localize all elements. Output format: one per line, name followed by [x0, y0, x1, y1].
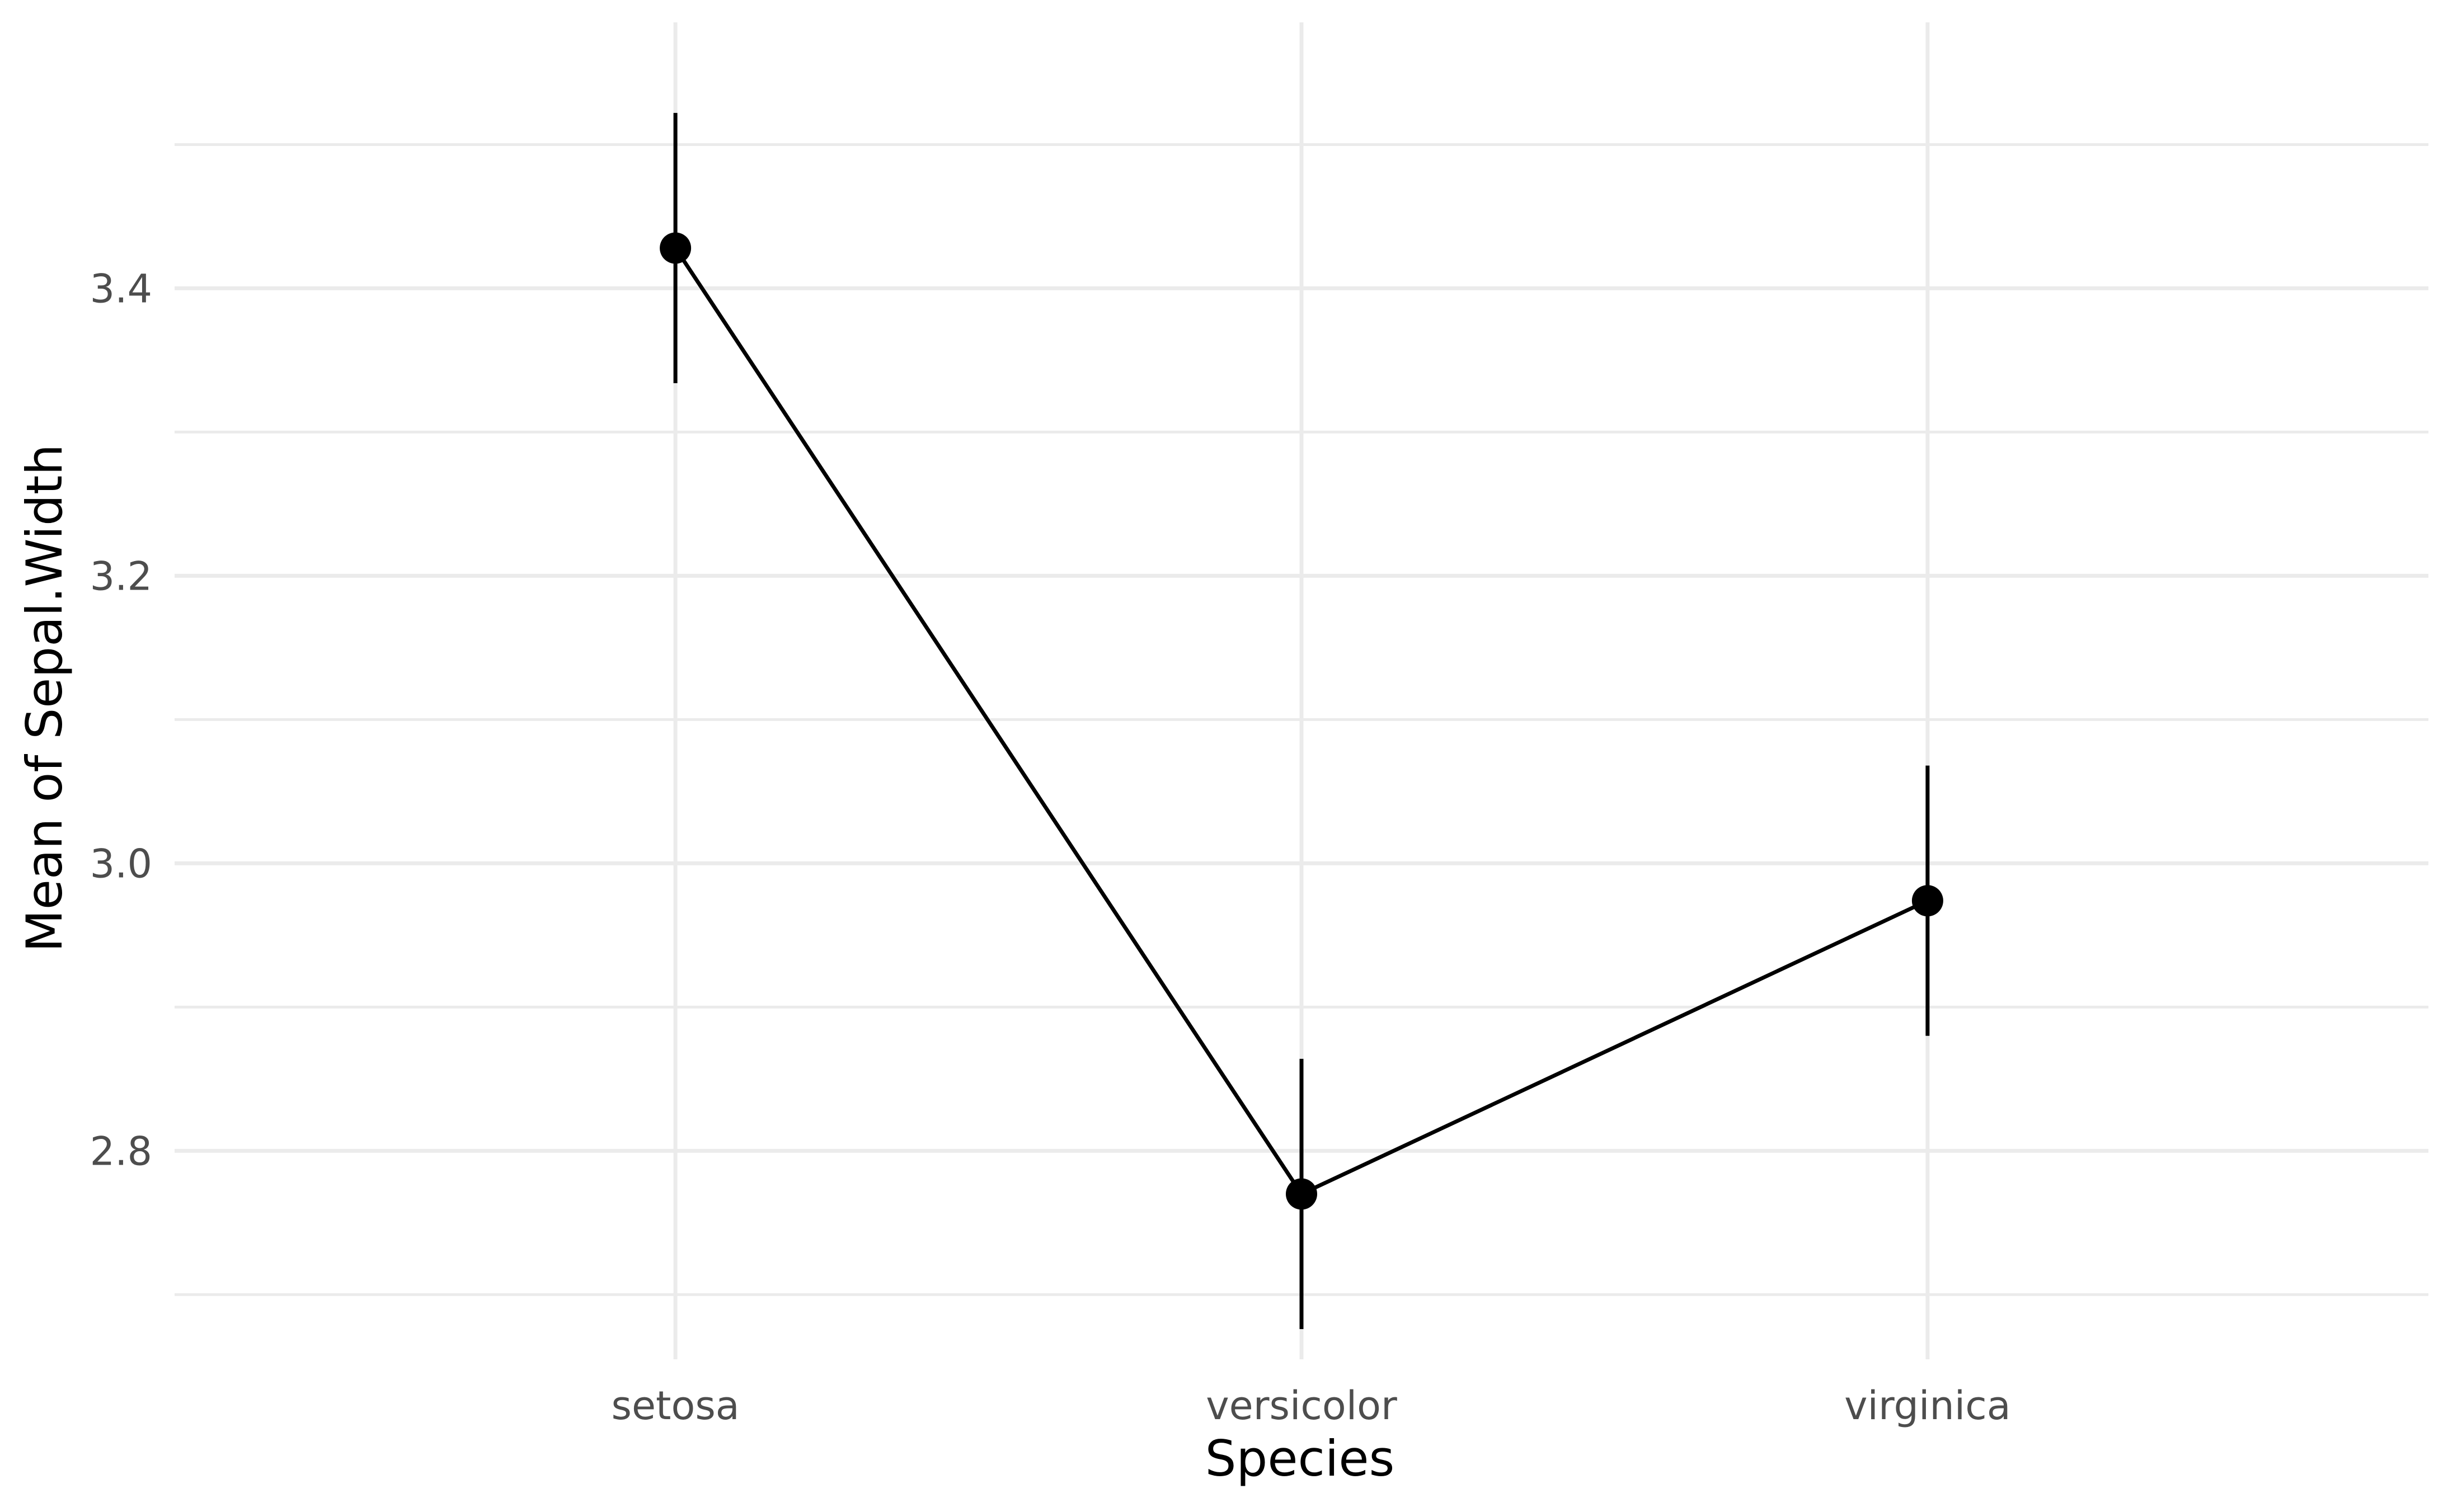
y-axis-title: Mean of Sepal.Width	[16, 444, 73, 952]
x-axis-tick-labels: setosa versicolor virginica	[612, 1383, 2011, 1429]
data-point-virginica	[1911, 885, 1943, 917]
y-tick-label: 2.8	[90, 1128, 152, 1174]
data-point-versicolor	[1286, 1178, 1317, 1210]
data-points	[660, 232, 1943, 1210]
y-tick-label: 3.2	[90, 553, 152, 599]
y-tick-label: 3.0	[90, 841, 152, 887]
x-axis-title: Species	[1205, 1430, 1395, 1487]
x-tick-label: setosa	[612, 1383, 740, 1429]
y-tick-label: 3.4	[90, 266, 152, 312]
y-axis-tick-labels: 2.8 3.0 3.2 3.4	[90, 266, 152, 1174]
x-tick-label: versicolor	[1206, 1383, 1397, 1429]
data-point-setosa	[660, 232, 692, 264]
x-tick-label: virginica	[1844, 1383, 2011, 1429]
